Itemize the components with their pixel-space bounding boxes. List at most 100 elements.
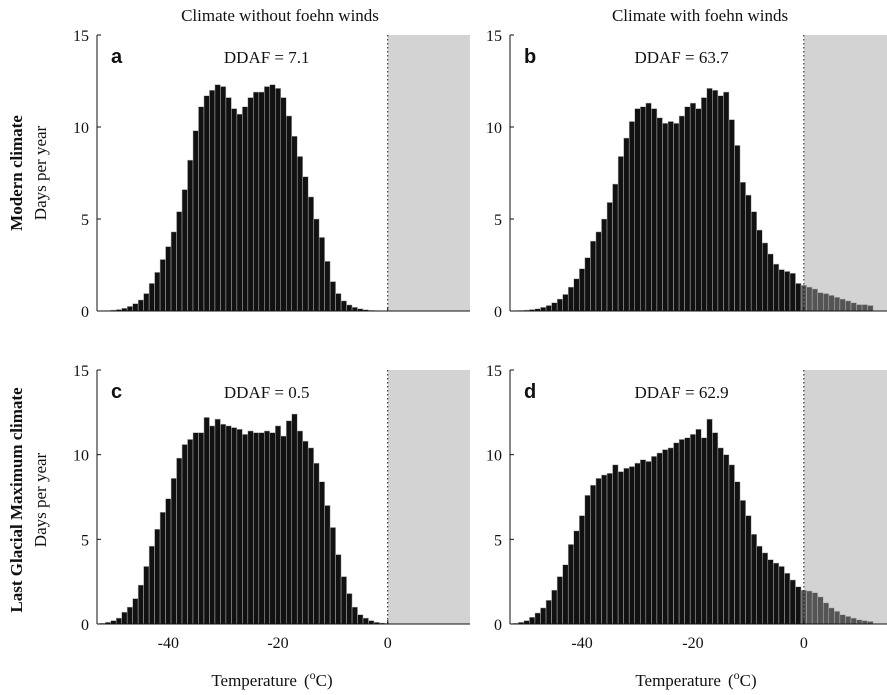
histogram-bar — [828, 607, 835, 625]
histogram-bar — [231, 427, 238, 625]
histogram-bar — [595, 231, 602, 312]
ddaf-annotation: DDAF = 0.5 — [224, 383, 310, 402]
histogram-bar — [789, 579, 796, 625]
histogram-bar — [529, 616, 536, 625]
histogram-bar — [132, 303, 139, 312]
row-ylabel-bottom: Days per year — [31, 452, 50, 547]
x-tick-label: -20 — [267, 635, 288, 652]
histogram-bar — [612, 183, 619, 312]
histogram-bar — [723, 454, 730, 625]
histogram-bar — [126, 606, 133, 625]
histogram-bar — [351, 307, 358, 312]
histogram-bar — [712, 89, 719, 312]
histogram-bar — [209, 89, 216, 312]
histogram-bar — [623, 467, 630, 625]
histogram-bar — [225, 97, 232, 312]
histogram-bar — [612, 464, 619, 625]
histogram-bar — [269, 432, 276, 625]
histogram-bar — [717, 95, 724, 312]
row-title-bottom: Last Glacial Maximum climate — [7, 387, 26, 613]
histogram-bar — [767, 559, 774, 625]
histogram-bar — [159, 259, 166, 312]
y-tick-label: 15 — [73, 28, 89, 45]
histogram-bar — [579, 515, 586, 625]
histogram-bar — [291, 413, 298, 625]
histogram-bar — [567, 544, 575, 625]
histogram-bar — [247, 430, 254, 625]
histogram-bar — [778, 566, 785, 625]
histogram-bar — [329, 527, 336, 625]
histogram-bar — [590, 240, 597, 312]
histogram-bar — [231, 108, 238, 312]
histogram-bar — [640, 459, 647, 625]
histogram-bar — [701, 437, 708, 625]
histogram-bar — [723, 91, 730, 312]
y-tick-label: 5 — [81, 532, 89, 549]
histogram-bar — [176, 457, 183, 625]
histogram-bar — [126, 306, 133, 312]
y-tick-label: 15 — [73, 363, 89, 380]
column-title-right: Climate with foehn winds — [612, 6, 788, 25]
histogram-bar — [623, 137, 630, 312]
histogram-bar — [617, 156, 624, 312]
histogram-bar — [198, 432, 205, 625]
histogram-bar — [645, 461, 652, 625]
histogram-bar — [584, 495, 591, 625]
histogram-bar — [573, 278, 580, 312]
histogram-bar — [606, 473, 613, 625]
y-tick-label: 15 — [486, 28, 502, 45]
histogram-bar — [285, 420, 292, 625]
histogram-bar — [313, 462, 320, 625]
histogram-bar — [170, 478, 177, 625]
histogram-bar — [220, 423, 227, 625]
ddaf-annotation: DDAF = 62.9 — [634, 383, 728, 402]
panel-letter: a — [111, 46, 123, 68]
histogram-bar — [706, 418, 713, 625]
histogram-bar — [784, 572, 791, 625]
histogram-bar — [850, 302, 857, 312]
histogram-bar — [351, 606, 358, 625]
histogram-bar — [551, 302, 558, 312]
histogram-bar — [225, 425, 232, 625]
y-tick-label: 5 — [494, 212, 502, 229]
shaded-region — [803, 35, 887, 311]
histogram-bar — [617, 471, 624, 625]
histogram-bar — [121, 611, 128, 625]
histogram-bar — [640, 106, 647, 312]
histogram-bar — [269, 84, 276, 312]
histogram-bar — [346, 593, 353, 625]
histogram-bar — [739, 181, 746, 312]
histogram-bar — [756, 229, 763, 312]
histogram-bar — [181, 444, 188, 625]
histogram-bar — [689, 434, 696, 625]
histogram-bar — [258, 91, 265, 312]
xaxis-label-unit-post: C) — [740, 671, 757, 690]
row-ylabel-top: Days per year — [31, 125, 50, 220]
histogram-bar — [645, 102, 652, 312]
histogram-bar — [590, 484, 597, 625]
xaxis-label-main: Temperature — [635, 671, 721, 690]
histogram-bar — [181, 189, 188, 312]
panel-d: 0 5 10 15 -40 -20 0 d DDAF = 62.9 — [486, 363, 887, 652]
y-tick-label: 0 — [494, 304, 502, 321]
histogram-bar — [187, 159, 194, 312]
histogram-bar — [662, 123, 669, 312]
histogram-bar — [148, 545, 155, 625]
ddaf-annotation: DDAF = 63.7 — [634, 48, 729, 67]
histogram-bar — [143, 293, 150, 312]
histogram-bar — [115, 617, 122, 625]
histogram-bar — [540, 307, 547, 312]
histogram-bar — [806, 286, 813, 312]
y-tick-label: 0 — [81, 304, 89, 321]
shaded-region — [387, 370, 470, 624]
histogram-bar — [601, 218, 608, 312]
histogram-bar — [739, 500, 746, 625]
x-tick-label: 0 — [800, 635, 808, 652]
histogram-bar — [778, 269, 785, 312]
histogram-bar — [734, 145, 741, 312]
y-tick-label: 0 — [494, 617, 502, 634]
histogram-bar — [867, 305, 874, 312]
histogram-bar — [214, 84, 221, 312]
histogram-bar — [762, 242, 769, 312]
